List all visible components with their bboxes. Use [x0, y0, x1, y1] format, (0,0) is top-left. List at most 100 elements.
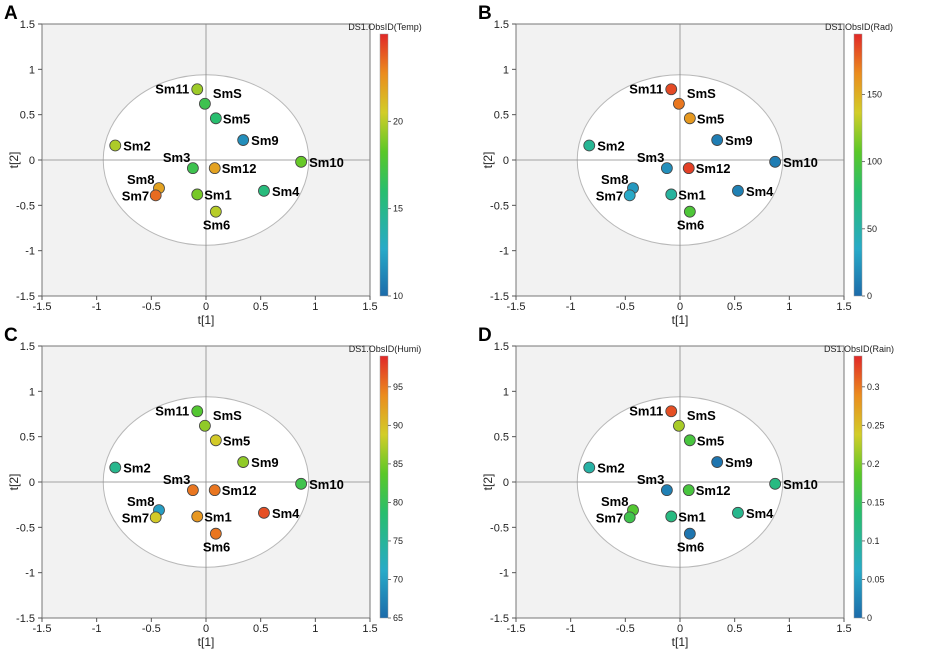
data-point-sm4	[732, 184, 744, 197]
data-point-sm1	[191, 188, 204, 201]
point-label-sm10: Sm10	[309, 477, 344, 492]
data-point-sm4	[258, 506, 270, 519]
y-tick-label: -1	[499, 568, 509, 580]
point-label-sm12: Sm12	[222, 161, 257, 176]
x-axis-label: t[1]	[672, 635, 689, 649]
point-label-sm3: Sm3	[163, 150, 190, 165]
data-point-sm7	[623, 189, 636, 202]
x-tick-label: 1	[786, 301, 792, 313]
x-tick-label: 0	[203, 301, 209, 313]
point-label-sm11: Sm11	[155, 81, 189, 96]
point-label-sm12: Sm12	[696, 483, 731, 498]
point-label-sm4: Sm4	[272, 184, 300, 199]
y-tick-label: 0.5	[494, 110, 509, 122]
data-point-sm4	[258, 184, 270, 197]
y-tick-label: -1.5	[490, 291, 509, 303]
y-axis-label: t[2]	[7, 152, 21, 169]
x-tick-label: -1	[566, 301, 576, 313]
x-tick-label: -1.5	[507, 301, 526, 313]
y-tick-label: 1.5	[494, 19, 509, 31]
x-tick-label: -1.5	[507, 623, 526, 635]
x-tick-label: 0.5	[253, 623, 268, 635]
colorbar	[379, 33, 389, 297]
data-point-sm5	[209, 434, 222, 447]
point-label-sm2: Sm2	[123, 138, 150, 153]
data-point-sm12	[208, 162, 221, 175]
point-label-sm1: Sm1	[678, 187, 705, 202]
colorbar-tick-label: 0.05	[867, 574, 885, 584]
colorbar-tick-label: 80	[393, 497, 403, 507]
x-tick-label: -0.5	[616, 301, 635, 313]
colorbar-tick-label: 100	[867, 157, 882, 167]
colorbar-title: DS1.ObsID(Humi)	[349, 344, 422, 354]
point-label-sm7: Sm7	[122, 188, 149, 203]
colorbar-tick-label: 75	[393, 536, 403, 546]
data-point-sm12	[208, 484, 221, 497]
x-tick-label: -0.5	[616, 623, 635, 635]
y-tick-label: 0	[29, 477, 35, 489]
x-tick-label: 0.5	[727, 301, 742, 313]
point-label-sm11: Sm11	[629, 403, 663, 418]
y-tick-label: -1.5	[490, 613, 509, 625]
y-tick-label: 1.5	[494, 341, 509, 353]
data-point-sm1	[665, 510, 678, 523]
y-axis-label: t[2]	[481, 474, 495, 491]
colorbar	[853, 33, 863, 297]
point-label-sm7: Sm7	[596, 510, 623, 525]
data-point-sm1	[191, 510, 204, 523]
data-point-sm6	[683, 205, 696, 218]
point-label-sm2: Sm2	[597, 460, 624, 475]
colorbar-tick-label: 0.25	[867, 420, 885, 430]
data-point-sms	[673, 419, 685, 432]
x-axis-label: t[1]	[672, 313, 689, 327]
y-tick-label: -1.5	[16, 613, 35, 625]
panel-letter: D	[478, 325, 492, 346]
data-point-sm7	[149, 511, 162, 524]
x-tick-label: 1	[312, 301, 318, 313]
point-label-sm2: Sm2	[597, 138, 624, 153]
x-tick-label: -0.5	[142, 623, 161, 635]
y-tick-label: 1	[503, 386, 509, 398]
point-label-sm9: Sm9	[725, 133, 752, 148]
data-point-sm5	[683, 434, 696, 447]
y-tick-label: -0.5	[490, 522, 509, 534]
colorbar-title: DS1.ObsID(Temp)	[348, 22, 422, 32]
y-tick-label: -1	[499, 246, 509, 258]
data-point-sm10	[769, 155, 782, 168]
y-tick-label: 0.5	[494, 432, 509, 444]
colorbar-tick-label: 95	[393, 382, 403, 392]
point-label-sm4: Sm4	[746, 184, 774, 199]
colorbar-tick-label: 0.15	[867, 497, 885, 507]
colorbar-tick-label: 85	[393, 459, 403, 469]
data-point-sm10	[295, 155, 308, 168]
y-tick-label: 1	[503, 64, 509, 76]
point-label-sm6: Sm6	[203, 540, 230, 555]
point-label-sm5: Sm5	[697, 433, 724, 448]
data-point-sms	[199, 97, 211, 110]
x-tick-label: 1	[312, 623, 318, 635]
colorbar	[853, 355, 863, 619]
point-label-sm7: Sm7	[596, 188, 623, 203]
data-point-sm9	[237, 134, 250, 146]
point-label-sms: SmS	[213, 86, 242, 101]
y-tick-label: 1	[29, 386, 35, 398]
point-label-sm12: Sm12	[222, 483, 257, 498]
panel-letter: C	[4, 325, 18, 346]
data-point-sm12	[682, 162, 695, 175]
colorbar-tick-label: 0.2	[867, 459, 880, 469]
y-tick-label: 1	[29, 64, 35, 76]
data-point-sm10	[769, 477, 782, 490]
data-point-sm7	[623, 511, 636, 524]
data-point-sms	[673, 97, 685, 110]
colorbar-tick-label: 0.3	[867, 382, 880, 392]
point-label-sm11: Sm11	[629, 81, 663, 96]
point-label-sm1: Sm1	[204, 187, 231, 202]
point-label-sm8: Sm8	[601, 172, 628, 187]
data-point-sm11	[665, 405, 678, 418]
y-tick-label: 0.5	[20, 110, 35, 122]
x-tick-label: -1	[92, 623, 102, 635]
data-point-sm2	[583, 461, 596, 474]
data-point-sm9	[711, 134, 724, 146]
data-point-sm1	[665, 188, 678, 201]
